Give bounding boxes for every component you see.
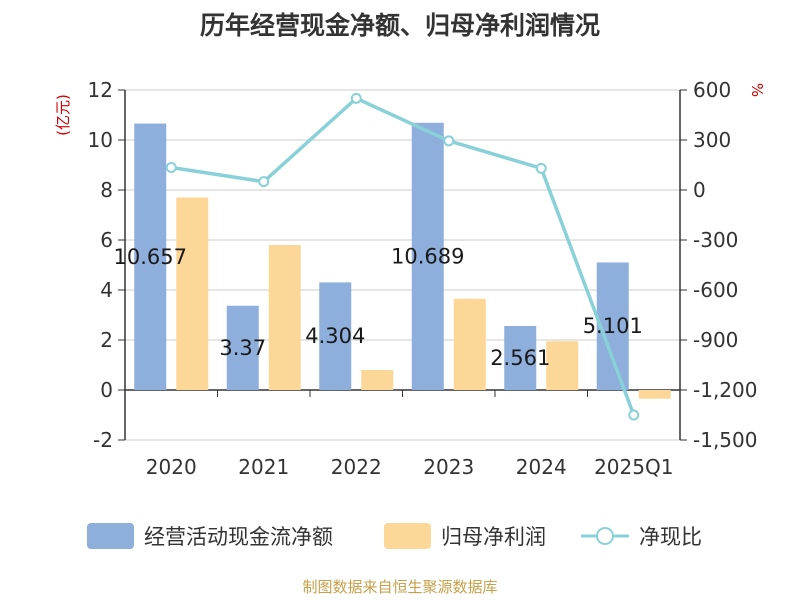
bar-profit xyxy=(546,341,579,390)
source-note: 制图数据来自恒生聚源数据库 xyxy=(302,578,497,596)
left-tick-label: 6 xyxy=(100,228,113,252)
chart-title: 历年经营现金净额、归母净利润情况 xyxy=(200,11,600,40)
data-label-cashflow: 5.101 xyxy=(583,314,643,338)
right-tick-label: -600 xyxy=(693,278,738,302)
data-label-cashflow: 4.304 xyxy=(305,324,365,348)
legend-label-profit: 归母净利润 xyxy=(441,525,546,549)
data-label-cashflow: 10.657 xyxy=(114,245,187,269)
bar-profit xyxy=(268,245,301,390)
ratio-point xyxy=(535,162,547,174)
ratio-point xyxy=(350,92,362,104)
bars xyxy=(134,122,671,399)
legend-label-cashflow: 经营活动现金流净额 xyxy=(144,525,333,549)
bar-cashflow xyxy=(226,305,259,390)
x-tick-label: 2023 xyxy=(423,455,474,479)
legend-marker-ratio xyxy=(596,527,614,545)
data-label-cashflow: 10.689 xyxy=(391,244,464,268)
bar-cashflow xyxy=(319,282,352,390)
x-tick-label: 2020 xyxy=(146,455,197,479)
data-label-cashflow: 3.37 xyxy=(219,336,266,360)
data-label-cashflow: 2.561 xyxy=(490,346,550,370)
right-tick-label: -1,500 xyxy=(693,428,757,452)
legend-swatch-profit xyxy=(384,523,431,549)
right-tick-label: 0 xyxy=(693,178,706,202)
bar-profit xyxy=(361,370,394,390)
ratio-point xyxy=(165,162,177,173)
left-tick-label: 8 xyxy=(100,178,113,202)
legend-swatch-cashflow xyxy=(87,523,134,549)
ratio-point xyxy=(443,135,455,147)
left-tick-label: 4 xyxy=(100,278,113,302)
bar-profit xyxy=(638,390,671,399)
right-tick-label: -900 xyxy=(693,328,738,352)
bar-profit xyxy=(176,197,209,390)
bar-cashflow xyxy=(504,325,537,390)
left-tick-label: 2 xyxy=(100,328,113,352)
left-axis-unit: (亿元) xyxy=(54,94,72,136)
bar-cashflow xyxy=(411,122,444,391)
right-tick-label: -1,200 xyxy=(693,378,757,402)
ratio-point xyxy=(628,409,640,421)
ratio-line-path xyxy=(170,96,636,416)
legend: 经营活动现金流净额 归母净利润 净现比 xyxy=(87,523,702,549)
right-tick-label: 600 xyxy=(693,78,731,102)
bar-cashflow xyxy=(134,123,167,390)
left-tick-label: 0 xyxy=(100,378,113,402)
axes: -2 0 2 4 6 8 10 12 600 300 0 -300 -600 -900 -1,200 -1,5… xyxy=(88,78,758,479)
legend-label-ratio: 净现比 xyxy=(639,525,702,549)
ratio-point xyxy=(258,176,270,188)
left-tick-label: 10 xyxy=(88,128,113,152)
x-tick-label: 2021 xyxy=(238,455,289,479)
left-tick-label: 12 xyxy=(88,78,113,102)
right-tick-label: 300 xyxy=(693,128,731,152)
x-tick-label: 2025Q1 xyxy=(594,455,673,479)
ratio-line xyxy=(165,92,640,421)
x-tick-label: 2022 xyxy=(331,455,382,479)
data-labels: 10.657 3.37 4.304 10.689 2.561 5.101 xyxy=(114,244,643,370)
right-axis-unit: % xyxy=(748,83,766,97)
x-tick-label: 2024 xyxy=(516,455,567,479)
bar-profit xyxy=(453,298,486,390)
right-tick-label: -300 xyxy=(693,228,738,252)
left-tick-label: -2 xyxy=(93,428,113,452)
